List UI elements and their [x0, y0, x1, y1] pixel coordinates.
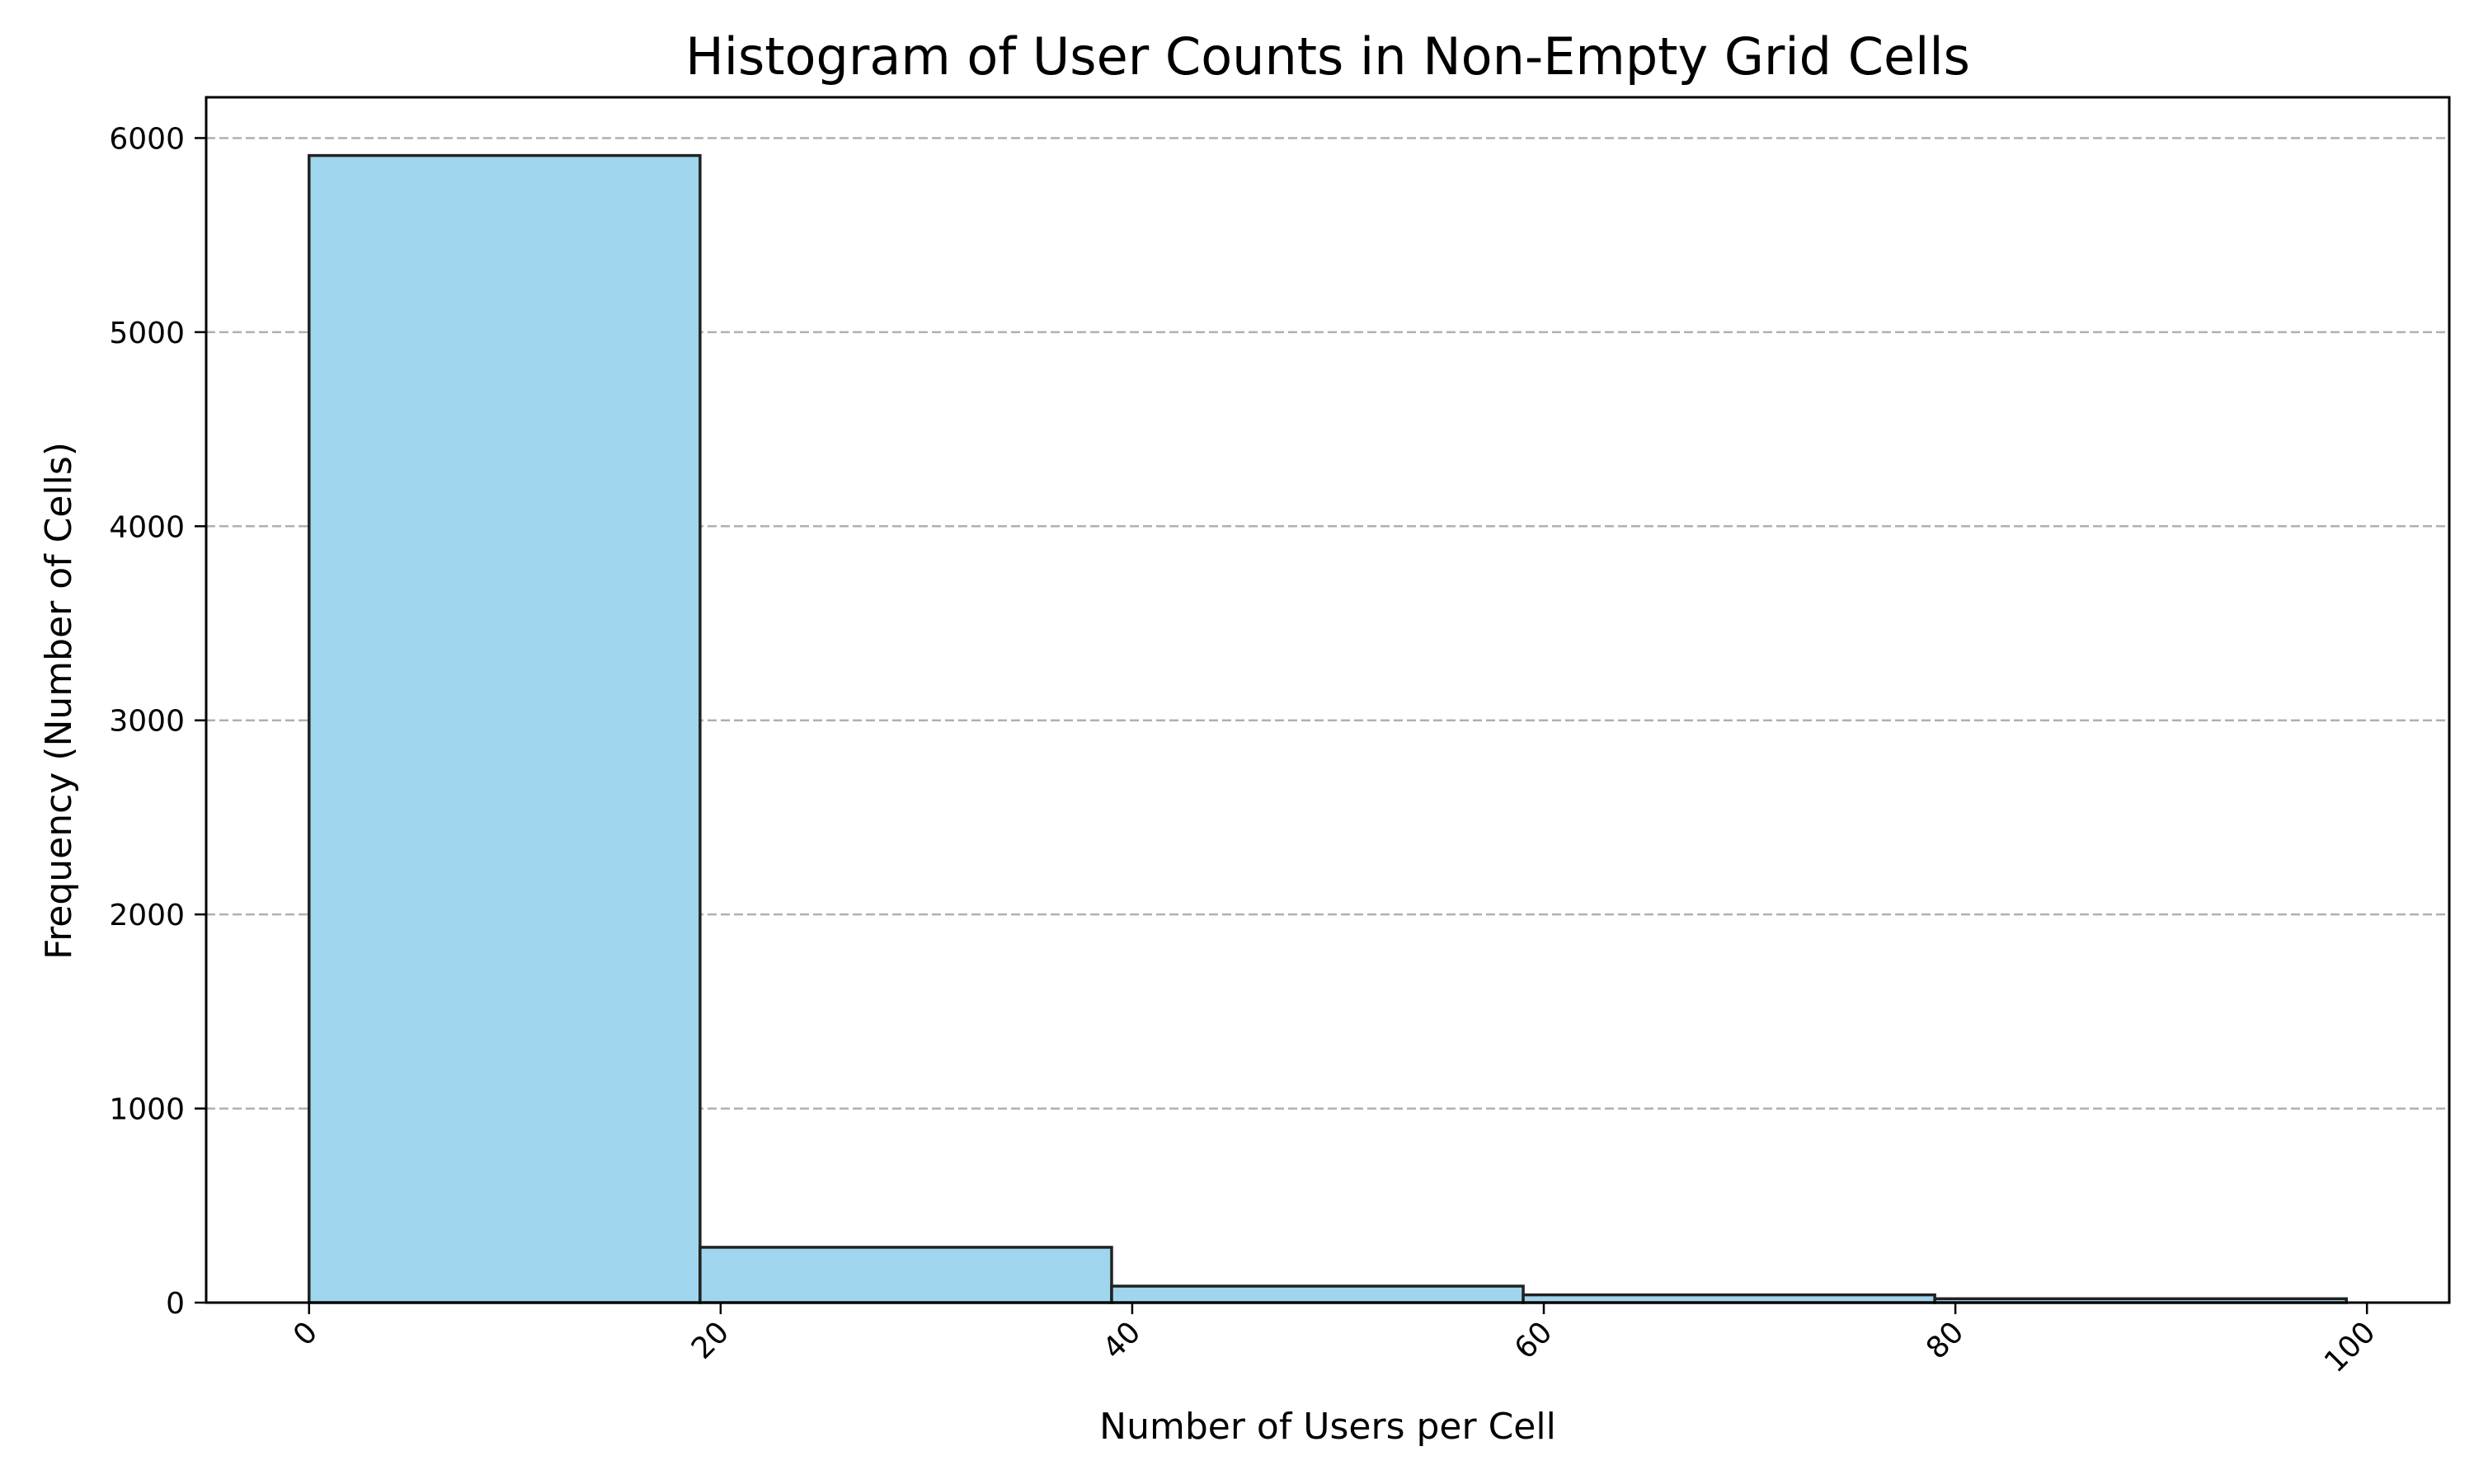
y-tick-label: 6000: [109, 122, 185, 156]
x-axis-label: Number of Users per Cell: [1099, 1406, 1556, 1448]
x-tick-label: 100: [2318, 1315, 2382, 1379]
histogram-bar: [698, 1246, 1113, 1304]
chart-title: Histogram of User Counts in Non-Empty Gr…: [685, 26, 1970, 87]
y-tick-label: 3000: [109, 705, 185, 739]
histogram-bar: [308, 153, 702, 1304]
y-tick-label: 0: [166, 1287, 185, 1321]
y-axis: 0 1000 2000 3000 4000 5000 6000: [109, 122, 206, 1321]
bars: [308, 153, 2348, 1304]
y-axis-label: Frequency (Number of Cells): [38, 442, 80, 960]
x-tick-label: 20: [685, 1315, 736, 1365]
plot-frame: [205, 96, 2451, 1304]
y-tick-label: 5000: [109, 317, 185, 350]
x-tick-label: 40: [1097, 1315, 1147, 1365]
x-axis: 0 20 40 60 80 100: [287, 1303, 2382, 1379]
y-tick-label: 2000: [109, 899, 185, 932]
y-tick-label: 1000: [109, 1093, 185, 1127]
x-tick-label: 80: [1920, 1315, 1970, 1365]
x-tick-label: 0: [287, 1315, 324, 1352]
x-tick-label: 60: [1508, 1315, 1559, 1365]
histogram-bar: [1110, 1284, 1525, 1304]
y-tick-label: 4000: [109, 510, 185, 544]
